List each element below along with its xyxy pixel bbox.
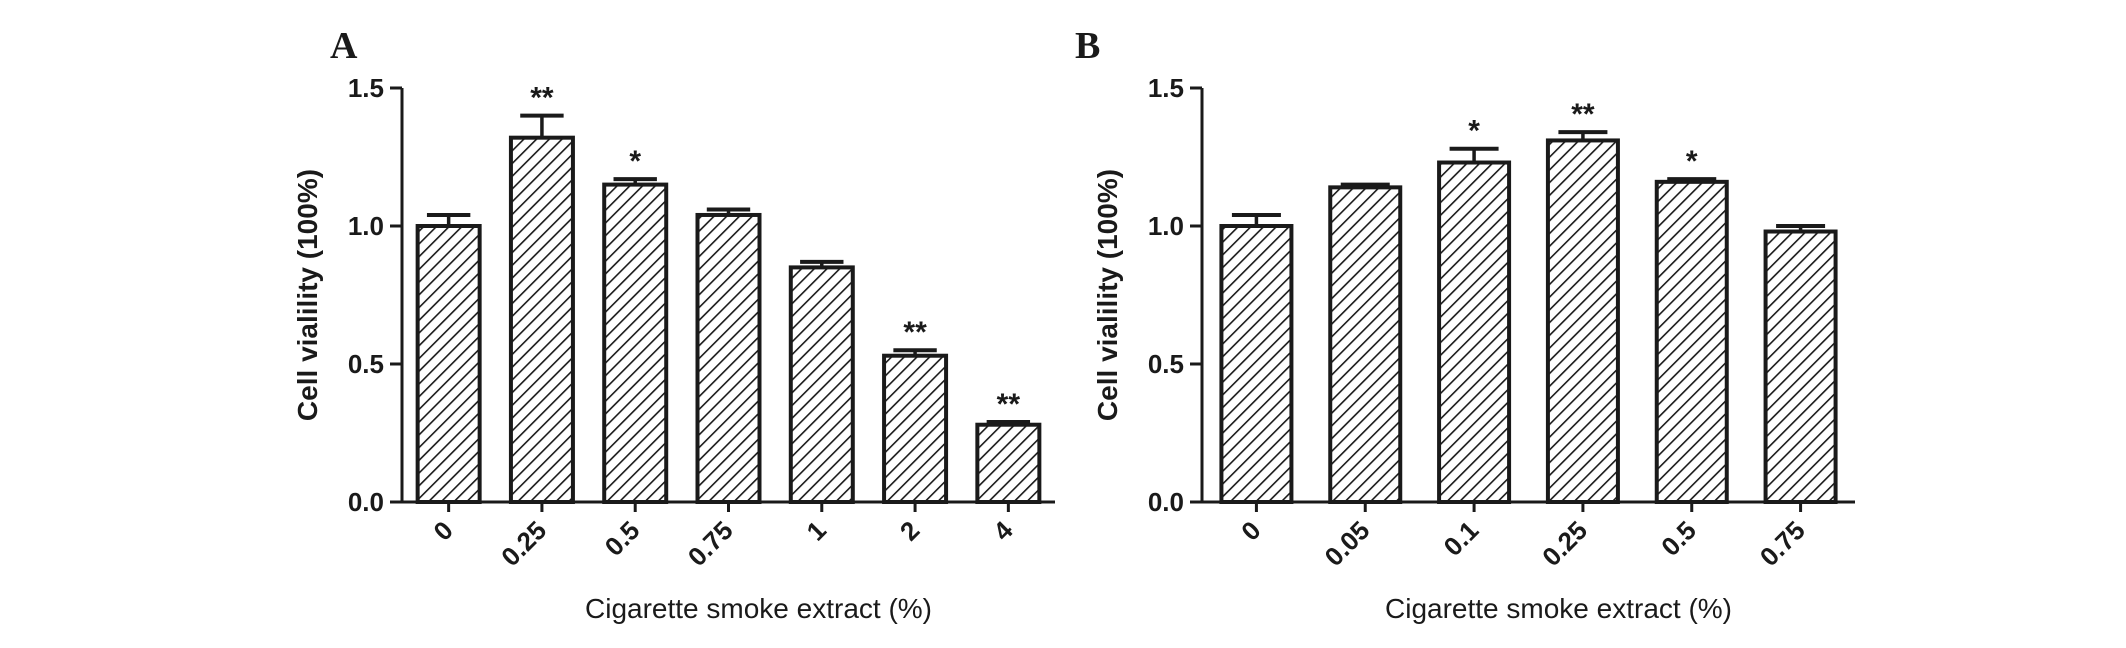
significance-mark: ** (903, 316, 927, 349)
x-tick-label: 0.5 (599, 515, 646, 562)
x-tick-label: 0.5 (1655, 515, 1702, 562)
y-tick-label: 1.5 (1148, 73, 1184, 103)
significance-mark: * (629, 145, 641, 178)
panel-label: A (330, 25, 358, 67)
x-tick-label: 2 (894, 515, 925, 546)
x-tick-label: 0.25 (495, 515, 552, 572)
x-tick-label: 0.1 (1438, 515, 1485, 562)
x-tick-label: 0.75 (682, 515, 739, 572)
bar (1654, 179, 1729, 504)
x-axis-title: Cigarette smoke extract (%) (585, 593, 932, 624)
y-tick-label: 0.0 (348, 487, 384, 517)
y-axis-title: Cell vialility (100%) (292, 169, 323, 421)
x-tick-label: 0.75 (1754, 515, 1811, 572)
significance-mark: ** (997, 388, 1021, 421)
y-tick-label: 1.0 (348, 211, 384, 241)
significance-mark: * (1686, 145, 1698, 178)
y-tick-label: 1.0 (1148, 211, 1184, 241)
x-tick-label: 0 (427, 515, 458, 546)
bar (882, 353, 949, 504)
bar (1437, 160, 1512, 505)
significance-mark: * (1468, 115, 1480, 148)
bar (602, 182, 669, 504)
panel-label: B (1075, 25, 1100, 67)
y-axis-title: Cell vialility (100%) (1092, 169, 1123, 421)
x-tick-label: 0.05 (1318, 515, 1375, 572)
bar (415, 224, 482, 504)
chart-panel-b: B 0.0 0.5 1.0 1.5 0 0.05 0.1 * 0.25 ** 0.5 * 0.75 Ciga… (1075, 25, 1855, 624)
significance-mark: ** (1571, 98, 1595, 131)
bar (508, 135, 575, 504)
y-tick-label: 0.0 (1148, 487, 1184, 517)
x-tick-label: 0 (1235, 515, 1266, 546)
significance-mark: ** (530, 82, 554, 115)
x-tick-label: 1 (801, 515, 832, 546)
bar (1328, 185, 1403, 505)
bar (1219, 224, 1294, 504)
x-axis-title: Cigarette smoke extract (%) (1385, 593, 1732, 624)
y-tick-label: 0.5 (1148, 349, 1184, 379)
bar (1763, 229, 1838, 505)
chart-panel-a: A 0.0 0.5 1.0 1.5 0 0.25 ** 0.5 * 0.75 1 2 ** 4 ** Cigar… (292, 25, 1055, 624)
bar (695, 212, 762, 505)
x-tick-label: 4 (987, 515, 1019, 547)
bar (788, 265, 855, 504)
x-tick-label: 0.25 (1536, 515, 1593, 572)
y-tick-label: 0.5 (348, 349, 384, 379)
bar (1545, 138, 1620, 504)
bar (975, 422, 1042, 504)
y-tick-label: 1.5 (348, 73, 384, 103)
